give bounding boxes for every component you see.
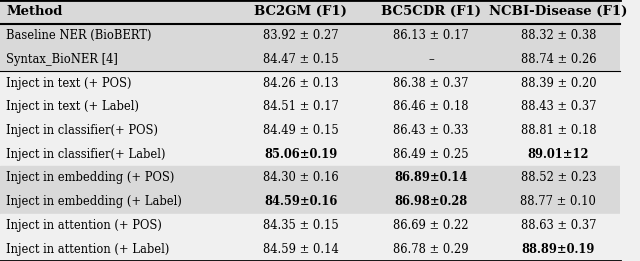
Text: Inject in attention (+ POS): Inject in attention (+ POS) [6, 219, 162, 232]
Text: 86.38 ± 0.37: 86.38 ± 0.37 [394, 76, 469, 90]
Text: 84.51 ± 0.17: 84.51 ± 0.17 [263, 100, 339, 113]
Text: Inject in text (+ POS): Inject in text (+ POS) [6, 76, 132, 90]
Text: 85.06±0.19: 85.06±0.19 [264, 148, 337, 161]
Text: NCBI-Disease (F1): NCBI-Disease (F1) [489, 5, 628, 18]
Bar [0, 48, 620, 71]
Text: 84.30 ± 0.16: 84.30 ± 0.16 [263, 171, 339, 185]
Bar [0, 71, 620, 95]
Bar [0, 0, 620, 24]
Text: Syntax_BioNER [4]: Syntax_BioNER [4] [6, 53, 118, 66]
Text: 89.01±12: 89.01±12 [528, 148, 589, 161]
Text: 84.59±0.16: 84.59±0.16 [264, 195, 337, 208]
Text: BC2GM (F1): BC2GM (F1) [255, 5, 348, 18]
Text: 86.49 ± 0.25: 86.49 ± 0.25 [394, 148, 469, 161]
Text: 84.47 ± 0.15: 84.47 ± 0.15 [263, 53, 339, 66]
Text: 86.98±0.28: 86.98±0.28 [395, 195, 468, 208]
Text: 88.89±0.19: 88.89±0.19 [522, 243, 595, 256]
Text: 84.26 ± 0.13: 84.26 ± 0.13 [263, 76, 339, 90]
Bar [0, 237, 620, 261]
Text: 88.32 ± 0.38: 88.32 ± 0.38 [521, 29, 596, 42]
Text: Method: Method [6, 5, 63, 18]
Bar [0, 166, 620, 190]
Text: 88.74 ± 0.26: 88.74 ± 0.26 [520, 53, 596, 66]
Text: 88.43 ± 0.37: 88.43 ± 0.37 [520, 100, 596, 113]
Text: 86.43 ± 0.33: 86.43 ± 0.33 [394, 124, 469, 137]
Text: 84.35 ± 0.15: 84.35 ± 0.15 [263, 219, 339, 232]
Text: Inject in classifier(+ Label): Inject in classifier(+ Label) [6, 148, 166, 161]
Text: 84.49 ± 0.15: 84.49 ± 0.15 [263, 124, 339, 137]
Bar [0, 24, 620, 48]
Text: 88.81 ± 0.18: 88.81 ± 0.18 [520, 124, 596, 137]
Text: 88.52 ± 0.23: 88.52 ± 0.23 [520, 171, 596, 185]
Text: Inject in classifier(+ POS): Inject in classifier(+ POS) [6, 124, 158, 137]
Text: Inject in text (+ Label): Inject in text (+ Label) [6, 100, 140, 113]
Text: 88.77 ± 0.10: 88.77 ± 0.10 [520, 195, 596, 208]
Text: 88.63 ± 0.37: 88.63 ± 0.37 [520, 219, 596, 232]
Text: 86.78 ± 0.29: 86.78 ± 0.29 [394, 243, 469, 256]
Text: –: – [428, 53, 434, 66]
Text: 86.46 ± 0.18: 86.46 ± 0.18 [394, 100, 469, 113]
Text: BC5CDR (F1): BC5CDR (F1) [381, 5, 481, 18]
Text: 88.39 ± 0.20: 88.39 ± 0.20 [520, 76, 596, 90]
Text: 83.92 ± 0.27: 83.92 ± 0.27 [263, 29, 339, 42]
Text: Baseline NER (BioBERT): Baseline NER (BioBERT) [6, 29, 152, 42]
Text: Inject in embedding (+ Label): Inject in embedding (+ Label) [6, 195, 182, 208]
Text: Inject in embedding (+ POS): Inject in embedding (+ POS) [6, 171, 175, 185]
Bar [0, 119, 620, 142]
Text: 86.13 ± 0.17: 86.13 ± 0.17 [394, 29, 469, 42]
Text: 86.89±0.14: 86.89±0.14 [394, 171, 468, 185]
Bar [0, 95, 620, 119]
Text: 86.69 ± 0.22: 86.69 ± 0.22 [394, 219, 469, 232]
Bar [0, 190, 620, 213]
Bar [0, 142, 620, 166]
Bar [0, 213, 620, 237]
Text: 84.59 ± 0.14: 84.59 ± 0.14 [263, 243, 339, 256]
Text: Inject in attention (+ Label): Inject in attention (+ Label) [6, 243, 170, 256]
